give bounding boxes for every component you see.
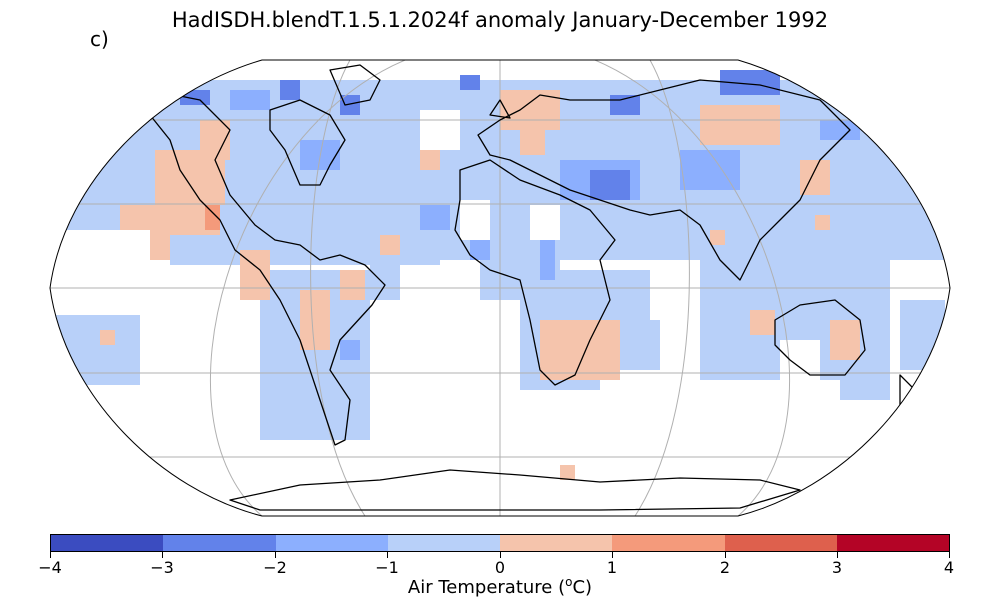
colorbar-tick-label: −2 xyxy=(263,558,287,577)
colorbar-tick xyxy=(387,552,388,558)
colorbar-segment xyxy=(500,535,613,551)
red-cells xyxy=(205,205,220,230)
colorbar-segment xyxy=(51,535,164,551)
colorbar-tick xyxy=(725,552,726,558)
colorbar-segment xyxy=(836,535,949,551)
colorbar-label-prefix: Air Temperature ( xyxy=(407,577,566,598)
colorbar-tick-label: 0 xyxy=(494,558,506,577)
colorbar-segment xyxy=(275,535,388,551)
colorbar-tick xyxy=(612,552,613,558)
medium-blue-cells xyxy=(230,90,860,360)
colorbar-label-suffix: C) xyxy=(572,577,593,598)
colorbar-tick-label: −1 xyxy=(375,558,399,577)
colorbar-tick-label: 3 xyxy=(831,558,843,577)
colorbar-tick xyxy=(50,552,51,558)
map-boundary xyxy=(49,59,951,517)
colorbar-label-sup: o xyxy=(565,575,573,589)
colorbar-tick xyxy=(162,552,163,558)
colorbar-tick-label: 1 xyxy=(606,558,618,577)
colorbar-tick-label: −3 xyxy=(150,558,174,577)
colorbar-tick-label: 4 xyxy=(943,558,955,577)
colorbar-tick xyxy=(949,552,950,558)
map-title: HadISDH.blendT.1.5.1.2024f anomaly Janua… xyxy=(171,8,829,32)
colorbar-tick xyxy=(500,552,501,558)
colorbar-segment xyxy=(163,535,276,551)
panel-label: c) xyxy=(90,27,109,51)
colorbar-tick xyxy=(837,552,838,558)
colorbar-segment xyxy=(724,535,837,551)
colorbar-segment xyxy=(387,535,500,551)
colorbar-label: Air Temperature (oC) xyxy=(0,575,1000,598)
coastlines xyxy=(149,64,916,511)
colorbar-tick xyxy=(275,552,276,558)
colorbar-segment xyxy=(612,535,725,551)
anomaly-grid xyxy=(50,70,950,480)
colorbar-tick-label: 2 xyxy=(719,558,731,577)
colorbar-tick-label: −4 xyxy=(38,558,62,577)
world-map xyxy=(49,59,951,517)
colorbar xyxy=(50,534,950,552)
missing-cells xyxy=(50,110,945,480)
